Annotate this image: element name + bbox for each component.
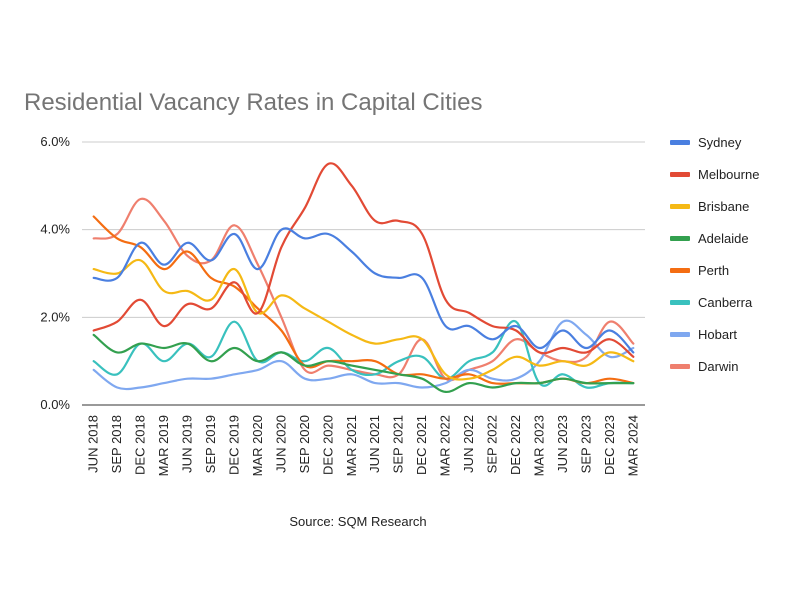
legend-item-melbourne: Melbourne <box>670 167 759 182</box>
x-tick-label: MAR 2024 <box>625 415 640 476</box>
series-line-brisbane <box>92 258 635 381</box>
x-tick-label: MAR 2020 <box>250 415 265 476</box>
source-note: Source: SQM Research <box>289 514 426 529</box>
y-tick-label: 2.0% <box>40 309 70 324</box>
x-tick-label: JUN 2021 <box>367 415 382 473</box>
legend-label: Sydney <box>698 135 742 150</box>
legend-label: Perth <box>698 263 729 278</box>
legend-item-brisbane: Brisbane <box>670 199 749 214</box>
legend-label: Adelaide <box>698 231 749 246</box>
series-line-sydney <box>92 227 635 354</box>
legend-item-canberra: Canberra <box>670 295 753 310</box>
legend-item-adelaide: Adelaide <box>670 231 749 246</box>
series-lines <box>92 162 635 394</box>
legend-label: Hobart <box>698 327 737 342</box>
x-tick-label: MAR 2022 <box>438 415 453 476</box>
x-tick-label: SEP 2023 <box>578 415 593 473</box>
x-tick-label: MAR 2019 <box>156 415 171 476</box>
x-tick-label: DEC 2023 <box>602 415 617 475</box>
y-tick-label: 4.0% <box>40 222 70 237</box>
x-axis-ticks: JUN 2018 SEP 2018 DEC 2018 MAR 2019 JUN 2019… <box>86 415 641 476</box>
x-tick-label: SEP 2022 <box>485 415 500 473</box>
legend-item-darwin: Darwin <box>670 359 738 374</box>
x-tick-label: MAR 2023 <box>531 415 546 476</box>
chart-title: Residential Vacancy Rates in Capital Cit… <box>24 89 482 116</box>
legend-swatch <box>670 268 690 273</box>
y-axis-ticks: 0.0% 2.0% 4.0% 6.0% <box>40 134 70 412</box>
legend-swatch <box>670 172 690 177</box>
legend-swatch <box>670 364 690 369</box>
legend-swatch <box>670 300 690 305</box>
x-tick-label: JUN 2018 <box>86 415 101 473</box>
series-line-melbourne <box>92 162 635 358</box>
x-tick-label: DEC 2018 <box>133 415 148 475</box>
x-tick-label: DEC 2020 <box>320 415 335 475</box>
legend-label: Melbourne <box>698 167 759 182</box>
legend: Sydney Melbourne Brisbane Adelaide Perth Canb… <box>670 135 759 374</box>
x-tick-label: SEP 2020 <box>297 415 312 473</box>
legend-swatch <box>670 204 690 209</box>
grid-lines <box>82 141 645 406</box>
legend-item-perth: Perth <box>670 263 729 278</box>
legend-item-sydney: Sydney <box>670 135 742 150</box>
x-tick-label: JUN 2022 <box>461 415 476 473</box>
series-line-hobart <box>92 319 635 391</box>
legend-swatch <box>670 236 690 241</box>
x-tick-label: DEC 2021 <box>414 415 429 475</box>
legend-swatch <box>670 332 690 337</box>
x-tick-label: DEC 2022 <box>508 415 523 475</box>
legend-item-hobart: Hobart <box>670 327 737 342</box>
x-tick-label: DEC 2019 <box>226 415 241 475</box>
x-tick-label: MAR 2021 <box>344 415 359 476</box>
x-tick-label: SEP 2019 <box>203 415 218 473</box>
x-tick-label: SEP 2021 <box>391 415 406 473</box>
x-tick-label: JUN 2023 <box>555 415 570 473</box>
y-tick-label: 0.0% <box>40 397 70 412</box>
legend-label: Brisbane <box>698 199 749 214</box>
x-tick-label: SEP 2018 <box>109 415 124 473</box>
y-tick-label: 6.0% <box>40 134 70 149</box>
series-line-adelaide <box>92 333 635 394</box>
legend-label: Canberra <box>698 295 753 310</box>
x-tick-label: JUN 2020 <box>273 415 288 473</box>
legend-swatch <box>670 140 690 145</box>
legend-label: Darwin <box>698 359 738 374</box>
x-tick-label: JUN 2019 <box>180 415 195 473</box>
